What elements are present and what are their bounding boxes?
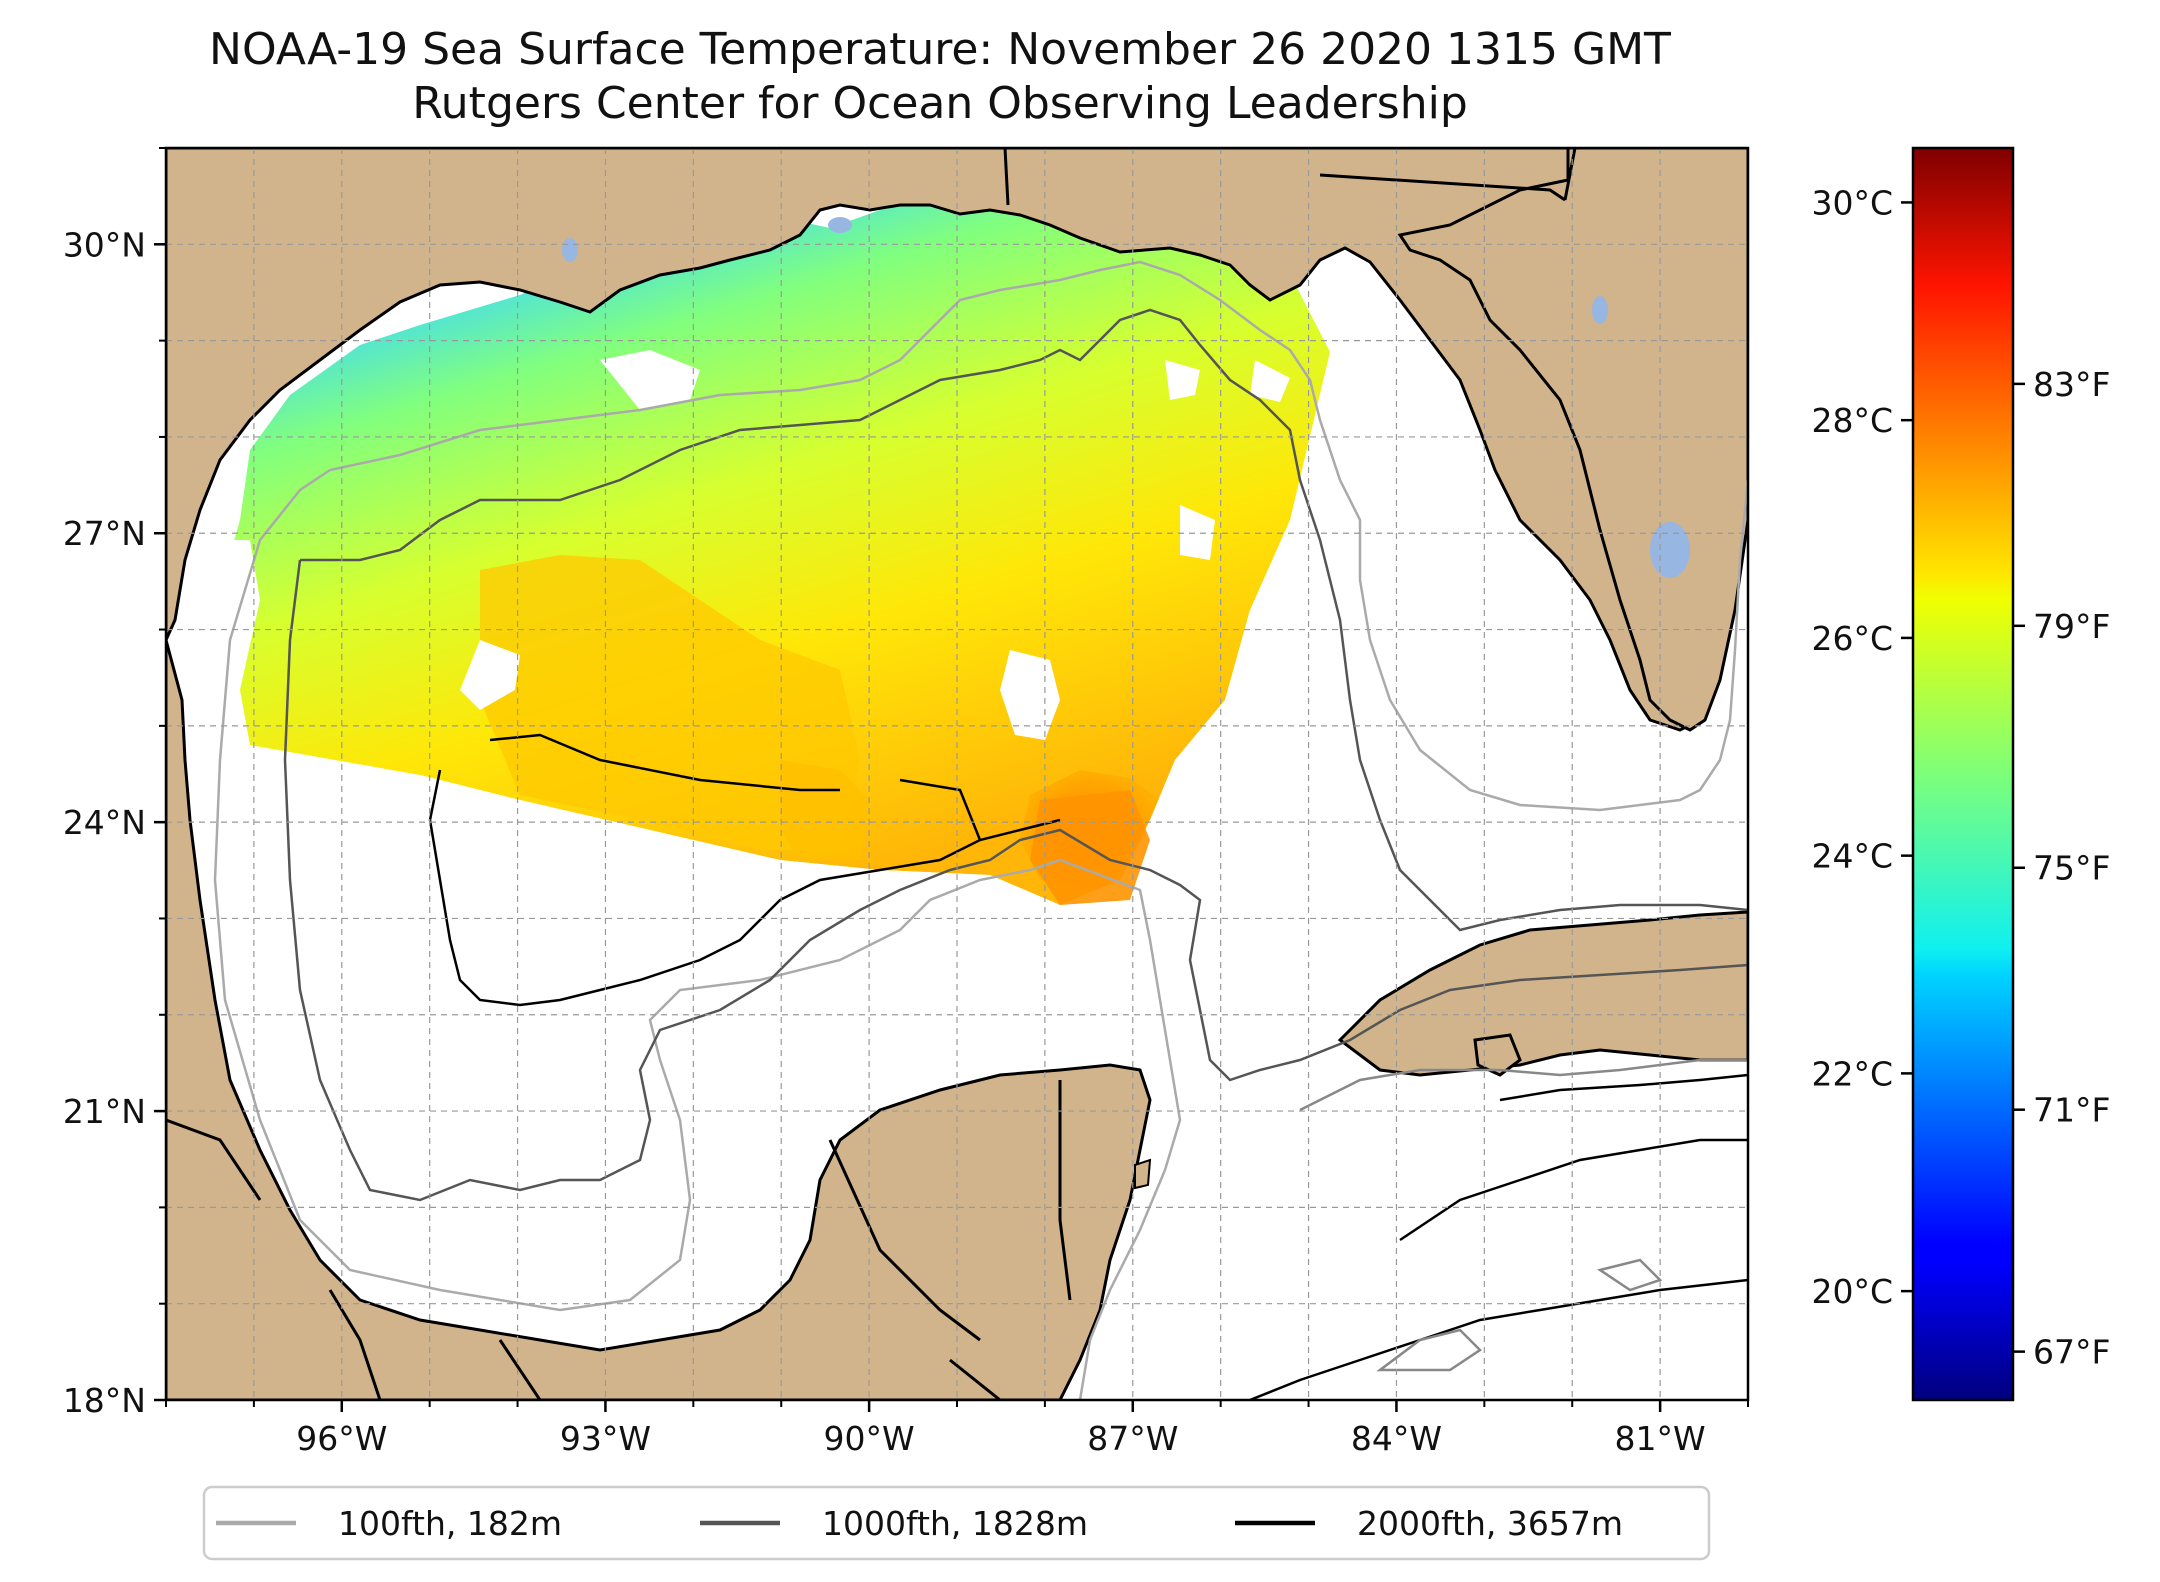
land-florida [1397, 148, 1748, 732]
sst-warm-band [480, 555, 860, 850]
land-mexico-west [166, 639, 1152, 1400]
colorbar-fahrenheit-label: 83°F [2033, 365, 2110, 404]
colorbar-celsius-axis: 30°C 28°C 26°C 24°C 22°C 20°C [1811, 183, 1913, 1311]
lon-tick-label: 90°W [824, 1419, 915, 1458]
colorbar-celsius-label: 22°C [1811, 1054, 1893, 1093]
country-border [828, 1080, 1072, 1400]
lat-tick-label: 21°N [63, 1092, 146, 1131]
lon-tick-label: 96°W [296, 1419, 387, 1458]
sst-warm-strip [780, 760, 870, 860]
colorbar-fahrenheit-axis: 83°F 79°F 75°F 71°F 67°F [2013, 365, 2110, 1372]
legend-label: 1000fth, 1828m [822, 1504, 1088, 1543]
lake [1650, 522, 1690, 578]
colorbar [1911, 146, 2015, 1402]
lon-tick-label: 84°W [1351, 1419, 1442, 1458]
lon-tick-label: 93°W [560, 1419, 651, 1458]
contour-2000fth-caribbean [1249, 1073, 1748, 1400]
legend-label: 2000fth, 3657m [1357, 1504, 1623, 1543]
legend: 100fth, 182m 1000fth, 1828m 2000fth, 3657m [202, 1485, 1711, 1561]
colorbar-celsius-label: 26°C [1811, 619, 1893, 658]
contour-100fth-north [329, 260, 1748, 812]
colorbar-celsius-label: 20°C [1811, 1272, 1893, 1311]
legend-box [202, 1485, 1711, 1561]
lat-tick-label: 24°N [63, 803, 146, 842]
lat-tick-label: 27°N [63, 514, 146, 553]
contour-100fth [213, 468, 1182, 1400]
land-isle [1473, 1033, 1522, 1077]
chart-title: NOAA-19 Sea Surface Temperature: Novembe… [209, 24, 1671, 75]
contour-1000fth [283, 559, 1748, 1202]
land-cozumel [1134, 1158, 1152, 1190]
colorbar-celsius-label: 24°C [1811, 837, 1893, 876]
colorbar-celsius-label: 30°C [1811, 183, 1893, 222]
colorbar-fahrenheit-label: 79°F [2033, 607, 2110, 646]
state-border [1003, 148, 1577, 206]
legend-label: 100fth, 182m [338, 1504, 562, 1543]
colorbar-fahrenheit-label: 75°F [2033, 849, 2110, 888]
contour-1000fth-north [300, 308, 1748, 932]
colorbar-celsius-label: 28°C [1811, 401, 1893, 440]
colorbar-fahrenheit-label: 71°F [2033, 1091, 2110, 1130]
map-panel [166, 148, 1748, 1400]
lat-tick-label: 30°N [63, 225, 146, 264]
lake [562, 238, 578, 262]
lat-tick-label: 18°N [63, 1381, 146, 1420]
mexico-state-border [166, 1118, 542, 1400]
lake [1592, 296, 1608, 324]
contour-caribbean-gray [1299, 1058, 1748, 1372]
longitude-axis: 96°W 93°W 90°W 87°W 84°W 81°W [165, 1400, 1749, 1458]
latitude-axis: 30°N 27°N 24°N 21°N 18°N [63, 147, 166, 1420]
lon-tick-label: 81°W [1615, 1419, 1706, 1458]
no-data-west [166, 540, 260, 745]
no-data-region [166, 610, 1748, 1400]
colorbar-fahrenheit-label: 67°F [2033, 1333, 2110, 1372]
contour-2000fth [428, 733, 1061, 1007]
lake [828, 217, 852, 233]
lon-tick-label: 87°W [1087, 1419, 1178, 1458]
chart-subtitle: Rutgers Center for Ocean Observing Leade… [412, 78, 1468, 129]
